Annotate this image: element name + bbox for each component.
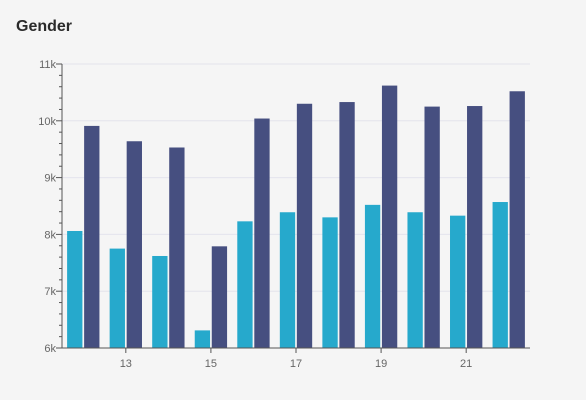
- y-tick-label: 10k: [38, 116, 56, 128]
- bar-series-1: [237, 221, 253, 348]
- bar-series-2: [169, 147, 185, 348]
- x-tick-label: 17: [290, 358, 302, 370]
- x-tick-label: 21: [460, 358, 472, 370]
- x-tick-label: 19: [375, 358, 387, 370]
- y-tick-label: 6k: [44, 343, 56, 355]
- axes: 6k 7k 8k 9k 10k 11k 13 15 17 19 21: [38, 59, 530, 370]
- bar-series-2: [84, 125, 100, 348]
- y-tick-label: 7k: [44, 286, 56, 298]
- bar-series-1: [152, 255, 168, 348]
- bars: [67, 85, 525, 349]
- bar-series-1: [109, 248, 125, 348]
- bar-series-1: [67, 230, 83, 348]
- bar-series-1: [492, 202, 508, 348]
- bar-series-2: [126, 141, 142, 348]
- bar-series-1: [322, 217, 338, 348]
- y-tick-label: 9k: [44, 173, 56, 185]
- bar-series-1: [407, 212, 423, 348]
- bar-series-1: [279, 212, 296, 348]
- bar-series-2: [296, 103, 313, 348]
- bar-series-1: [364, 204, 381, 348]
- y-tick-label: 11k: [39, 59, 56, 71]
- bar-series-2: [339, 102, 355, 348]
- bar-series-2: [467, 106, 483, 348]
- x-tick-label: 15: [205, 358, 217, 370]
- bar-series-1: [194, 330, 211, 348]
- bar-series-1: [450, 215, 466, 348]
- bar-series-2: [424, 106, 440, 348]
- y-tick-label: 8k: [44, 229, 56, 241]
- chart-title: Gender: [16, 18, 73, 35]
- bar-series-2: [509, 91, 525, 348]
- bar-series-2: [211, 246, 228, 348]
- bar-series-2: [254, 118, 270, 348]
- x-tick-label: 13: [120, 358, 132, 370]
- bar-series-2: [381, 85, 398, 349]
